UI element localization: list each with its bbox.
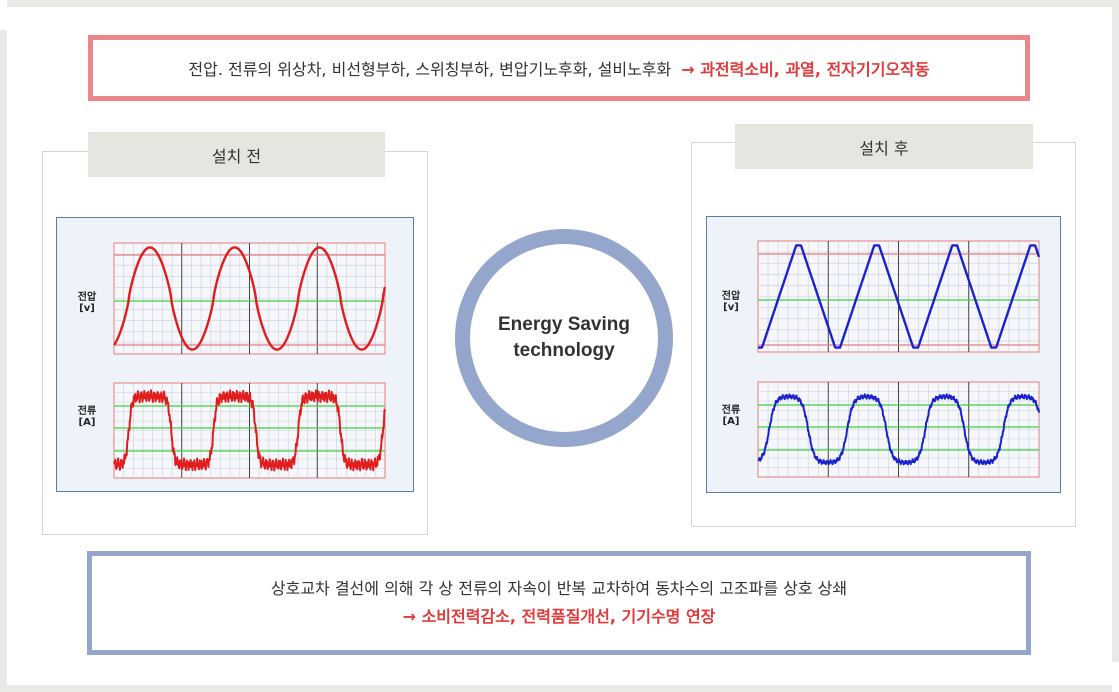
after-voltage-label-text: 전압 bbox=[721, 291, 741, 302]
problem-banner: 전압. 전류의 위상차, 비선형부하, 스위칭부하, 변압기노후화, 설비노후화… bbox=[88, 35, 1030, 101]
before-current-unit: [A] bbox=[78, 417, 96, 428]
before-voltage-series bbox=[113, 246, 387, 351]
solution-result: → 소비전력감소, 전력품질개선, 기기수명 연장 bbox=[402, 607, 716, 626]
solution-description: 상호교차 결선에 의해 각 상 전류의 자속이 반복 교차하여 동차수의 고조파… bbox=[270, 579, 848, 598]
after-waveform-chart bbox=[757, 240, 1041, 478]
after-title: 설치 후 bbox=[735, 124, 1033, 169]
badge-line-2: technology bbox=[513, 340, 615, 361]
frame-notch-top-left bbox=[0, 0, 7, 30]
before-current-label: 전류 [A] bbox=[67, 406, 107, 428]
before-waveform-chart bbox=[113, 242, 387, 479]
after-voltage-grid bbox=[757, 240, 1040, 353]
after-current-label: 전류 [A] bbox=[711, 405, 751, 427]
problem-causes: 전압. 전류의 위상차, 비선형부하, 스위칭부하, 변압기노후화, 설비노후화 bbox=[188, 60, 672, 79]
after-current-grid bbox=[757, 381, 1040, 478]
after-voltage-series bbox=[757, 244, 1041, 349]
before-title: 설치 전 bbox=[88, 132, 385, 177]
frame-notch-bottom-right bbox=[1112, 662, 1119, 692]
before-voltage-label-text: 전압 bbox=[77, 292, 97, 303]
after-voltage-label: 전압 [v] bbox=[711, 291, 751, 313]
after-current-series bbox=[757, 393, 1040, 466]
before-current-label-text: 전류 bbox=[77, 406, 97, 417]
before-voltage-unit: [v] bbox=[79, 303, 95, 314]
before-current-series bbox=[113, 389, 386, 472]
before-voltage-label: 전압 [v] bbox=[67, 292, 107, 314]
before-oscilloscope: 전압 [v] 전류 [A] bbox=[56, 217, 414, 492]
badge-line-1: Energy Saving bbox=[498, 314, 630, 335]
solution-banner: 상호교차 결선에 의해 각 상 전류의 자속이 반복 교차하여 동차수의 고조파… bbox=[87, 551, 1031, 655]
after-current-label-text: 전류 bbox=[721, 405, 741, 416]
after-voltage-unit: [v] bbox=[723, 302, 739, 313]
after-oscilloscope: 전압 [v] 전류 [A] bbox=[706, 216, 1061, 493]
energy-saving-badge: Energy Saving technology bbox=[455, 229, 673, 447]
before-voltage-grid bbox=[113, 242, 386, 355]
after-current-unit: [A] bbox=[722, 416, 740, 427]
problem-effects: → 과전력소비, 과열, 전자기기오작동 bbox=[681, 60, 930, 79]
